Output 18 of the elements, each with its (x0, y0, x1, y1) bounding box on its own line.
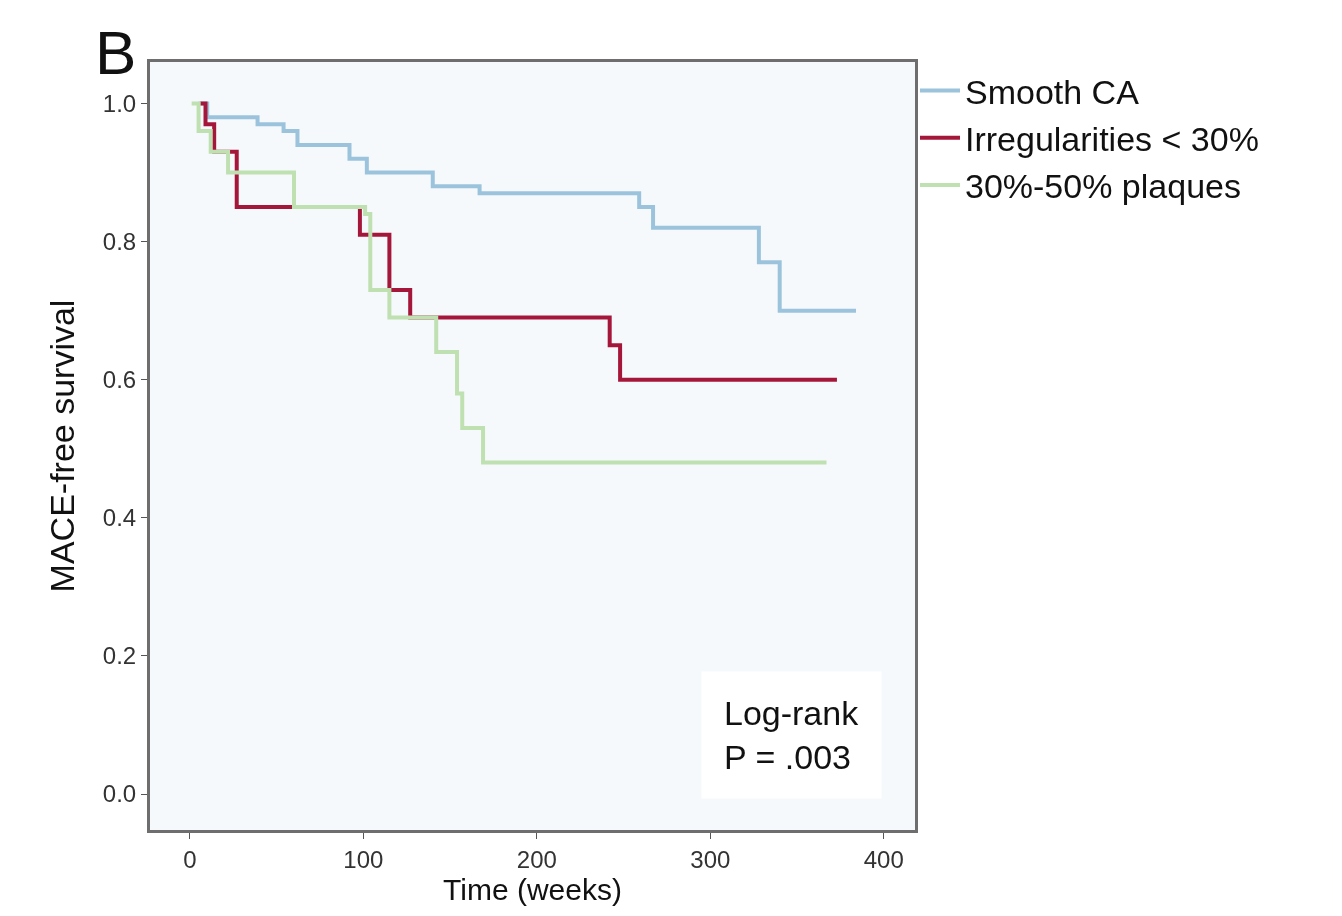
x-tick-label: 100 (343, 845, 384, 873)
y-tick-label: 0.2 (102, 642, 137, 670)
x-tick-label: 200 (516, 845, 557, 873)
x-tick-label: 0 (183, 845, 197, 873)
legend-label: Smooth CA (965, 72, 1140, 111)
y-tick-label: 0.4 (102, 504, 137, 532)
y-tick-label: 0.6 (102, 366, 137, 394)
y-tick-label: 0.8 (102, 227, 137, 255)
chart-title: B (95, 17, 137, 87)
y-tick-label: 0.0 (102, 780, 137, 808)
x-tick-label: 300 (690, 845, 731, 873)
y-axis-title: MACE-free survival (43, 299, 82, 593)
legend-label: Irregularities < 30% (965, 120, 1259, 159)
legend-label: 30%-50% plaques (965, 167, 1241, 206)
annotation: Log-rank P = .003 (724, 694, 860, 777)
x-axis-title: Time (weeks) (443, 873, 622, 907)
x-tick-label: 400 (863, 845, 904, 873)
y-tick-label: 1.0 (102, 89, 137, 117)
